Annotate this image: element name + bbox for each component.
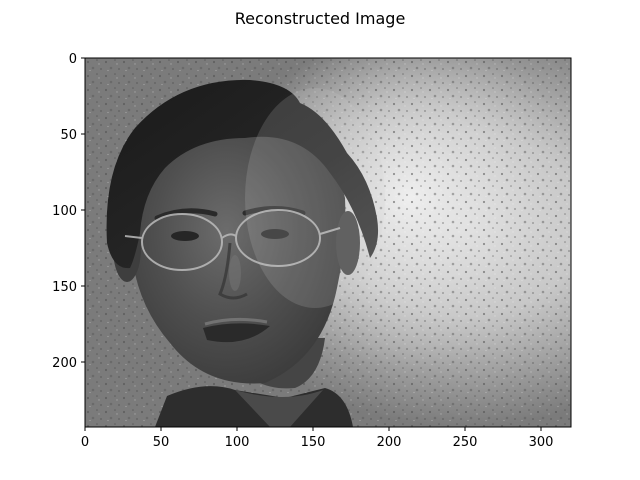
glasses <box>124 209 341 271</box>
y-tick: 100 <box>52 204 85 219</box>
y-tick-label: 50 <box>60 128 77 143</box>
x-tick-label: 200 <box>377 435 402 450</box>
ghost-overlay <box>245 88 385 308</box>
y-tick-label: 100 <box>52 204 77 219</box>
y-tick-label: 150 <box>52 280 77 295</box>
x-tick: 50 <box>153 427 170 450</box>
x-tick: 250 <box>453 427 478 450</box>
nose-highlight <box>229 255 241 291</box>
x-tick-label: 300 <box>529 435 554 450</box>
left-eyebrow <box>154 208 218 221</box>
x-tick-label: 150 <box>301 435 326 450</box>
right-eyebrow <box>242 206 306 216</box>
right-eye <box>261 229 289 239</box>
figure-title: Reconstructed Image <box>235 9 406 28</box>
y-axis: 0 50 100 150 200 <box>52 52 85 371</box>
x-axis: 0 50 100 150 200 250 300 <box>81 427 554 450</box>
nose <box>218 242 248 300</box>
x-tick: 200 <box>377 427 402 450</box>
y-tick: 150 <box>52 280 85 295</box>
x-tick-label: 50 <box>153 435 170 450</box>
collar <box>235 390 323 427</box>
x-tick: 100 <box>225 427 250 450</box>
y-tick: 0 <box>69 52 85 67</box>
x-tick-label: 0 <box>81 435 89 450</box>
y-tick-label: 200 <box>52 356 77 371</box>
right-ear <box>336 211 360 275</box>
x-tick-label: 250 <box>453 435 478 450</box>
x-tick: 150 <box>301 427 326 450</box>
upper-lip-highlight <box>204 317 268 326</box>
x-tick-label: 100 <box>225 435 250 450</box>
axes-frame <box>84 57 572 428</box>
hair <box>106 79 379 269</box>
y-tick-label: 0 <box>69 52 77 67</box>
y-tick: 50 <box>60 128 85 143</box>
mouth <box>203 323 270 343</box>
x-tick: 300 <box>529 427 554 450</box>
x-tick: 0 <box>81 427 89 450</box>
left-eye <box>171 231 199 241</box>
image-area <box>84 57 572 428</box>
y-tick: 200 <box>52 356 85 371</box>
